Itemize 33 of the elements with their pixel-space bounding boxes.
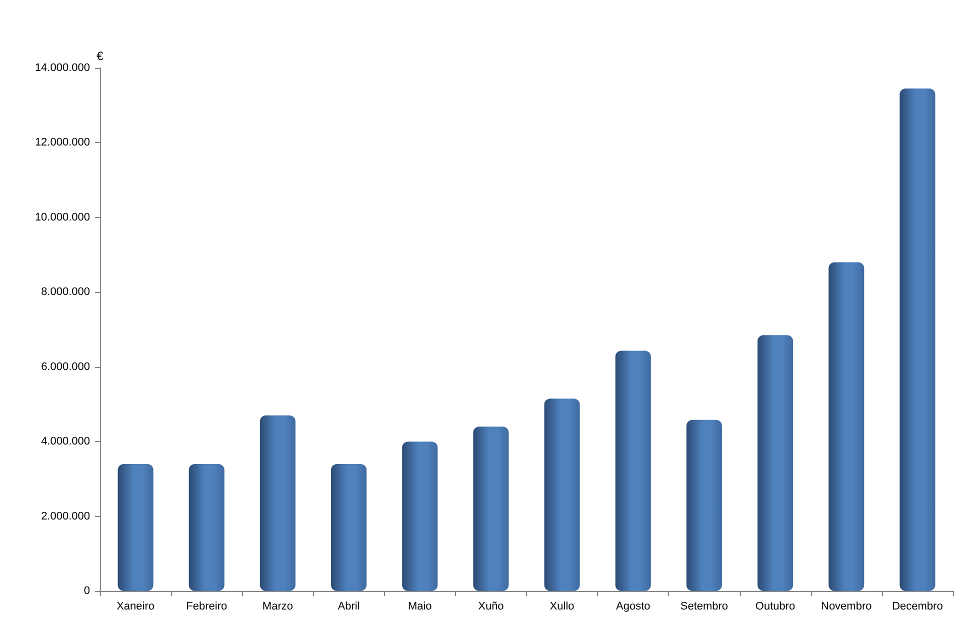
y-axis-title: € (96, 49, 104, 63)
y-tick-label: 0 (84, 585, 90, 597)
x-tick-label: Xullo (550, 600, 574, 612)
bar (544, 398, 580, 591)
y-tick-label: 8.000.000 (41, 286, 90, 298)
x-tick-label: Setembro (680, 600, 728, 612)
bar (686, 420, 722, 591)
x-tick-label: Outubro (755, 600, 796, 612)
y-tick-label: 4.000.000 (41, 436, 90, 448)
x-tick-label: Marzo (262, 600, 293, 612)
bar (473, 426, 509, 591)
bar (260, 415, 296, 591)
x-tick-label: Agosto (616, 600, 650, 612)
x-tick-label: Novembro (821, 600, 872, 612)
x-tick-label: Decembro (892, 600, 943, 612)
bar (118, 464, 154, 591)
x-tick-label: Maio (408, 600, 432, 612)
y-tick-label: 6.000.000 (41, 360, 90, 373)
x-tick-label: Febreiro (186, 600, 228, 612)
bar (828, 262, 864, 591)
x-tick-label: Xaneiro (116, 600, 155, 612)
bar (331, 464, 367, 591)
y-tick-label: 14.000.000 (34, 62, 90, 74)
bar (900, 88, 936, 591)
y-tick-label: 2.000.000 (41, 510, 90, 522)
bar (188, 464, 224, 591)
y-tick-label: 12.000.000 (34, 136, 90, 149)
bar (402, 442, 438, 591)
x-tick-label: Xuño (478, 600, 504, 612)
bar (615, 350, 651, 591)
y-tick-label: 10.000.000 (34, 211, 90, 224)
bar (758, 335, 794, 591)
x-tick-label: Abril (338, 600, 360, 612)
